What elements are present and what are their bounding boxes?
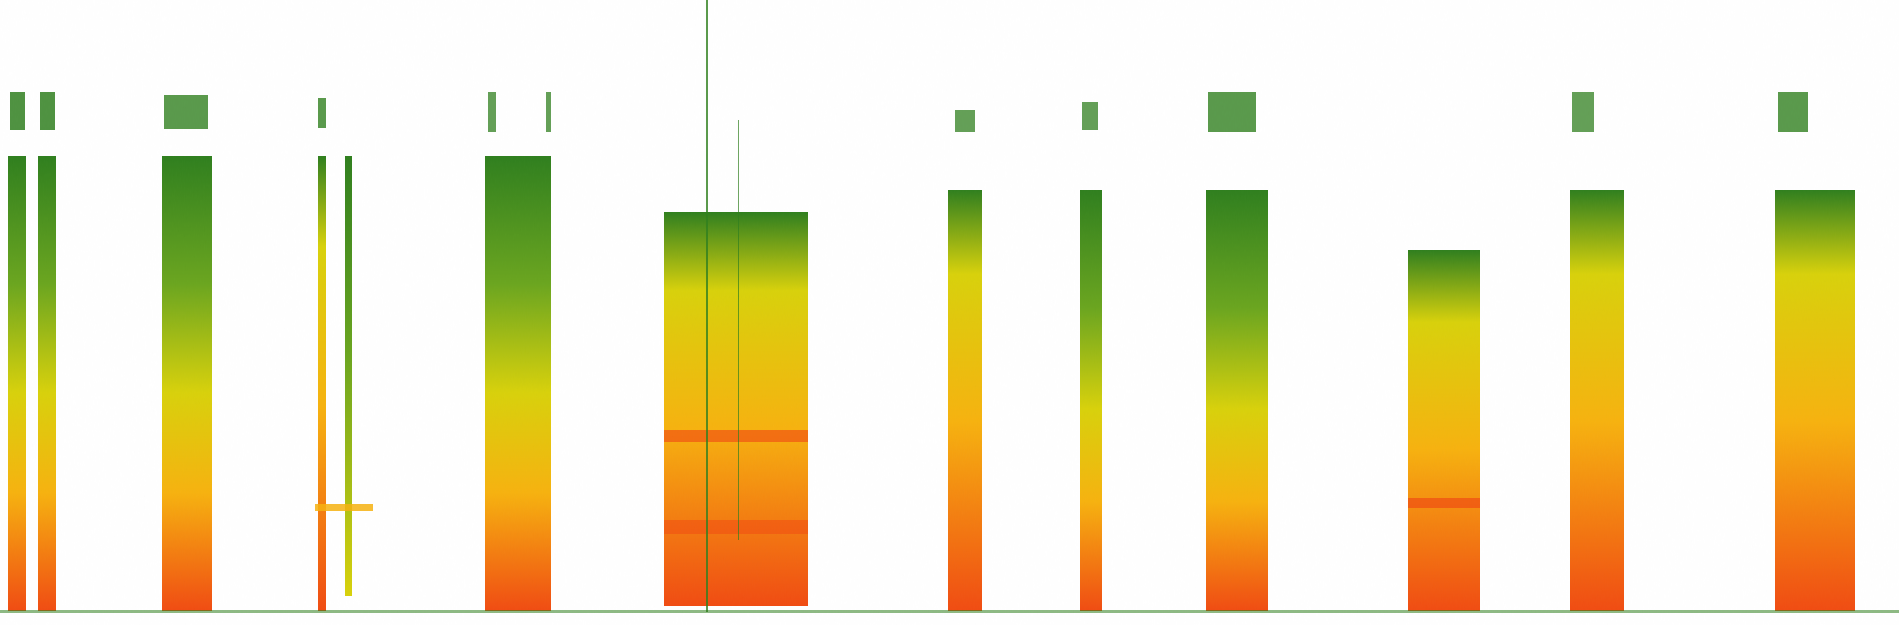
- texture-overlay: [0, 0, 1899, 625]
- spectrogram-canvas: [0, 0, 1899, 625]
- spectrogram-plot: [0, 0, 1899, 625]
